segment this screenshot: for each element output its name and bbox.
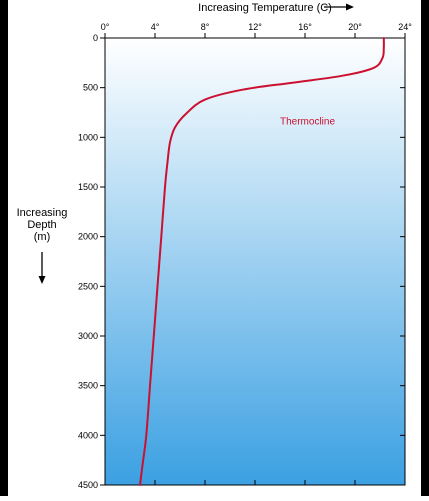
y-tick-label: 0 — [93, 33, 98, 43]
right-frame-edge — [421, 0, 429, 496]
thermocline-annotation: Thermocline — [280, 116, 335, 127]
x-tick-label: 8° — [201, 22, 210, 32]
plot-background — [105, 38, 405, 485]
y-tick-label: 3500 — [78, 381, 98, 391]
y-tick-label: 2500 — [78, 281, 98, 291]
x-axis-label: Increasing Temperature (C) — [198, 2, 332, 14]
x-tick-label: 12° — [248, 22, 262, 32]
x-tick-label: 20° — [348, 22, 362, 32]
x-axis-arrow-head — [346, 3, 354, 11]
y-tick-label: 2000 — [78, 232, 98, 242]
y-axis-label-line: Depth — [27, 219, 56, 231]
y-tick-label: 3000 — [78, 331, 98, 341]
x-tick-label: 4° — [151, 22, 160, 32]
left-frame-edge — [0, 0, 8, 496]
temperature-profile-line — [139, 37, 385, 486]
x-tick-label: 24° — [398, 22, 412, 32]
y-tick-label: 500 — [83, 83, 98, 93]
y-tick-label: 4000 — [78, 430, 98, 440]
x-tick-label: 16° — [298, 22, 312, 32]
y-axis-label-line: Increasing — [17, 207, 68, 219]
y-tick-label: 1500 — [78, 182, 98, 192]
y-axis-arrow-head — [38, 276, 46, 284]
x-tick-label: 0° — [101, 22, 110, 32]
y-tick-label: 1000 — [78, 132, 98, 142]
y-tick-label: 4500 — [78, 480, 98, 490]
y-axis-label-line: (m) — [34, 231, 51, 243]
